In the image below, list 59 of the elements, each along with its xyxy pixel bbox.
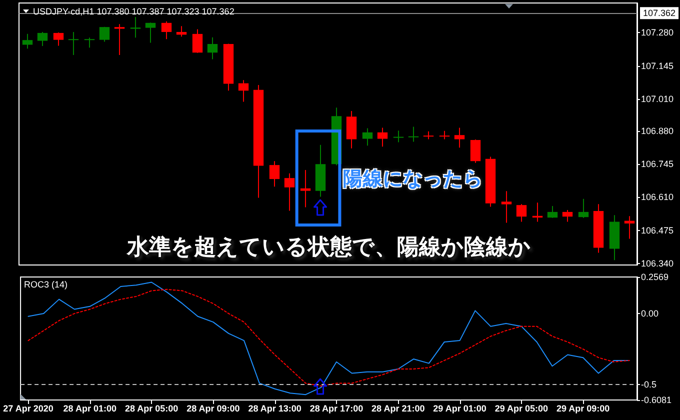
x-tick-label: 29 Apr 01:00 xyxy=(433,404,486,414)
x-tick-label: 28 Apr 21:00 xyxy=(372,404,425,414)
x-tick-label: 28 Apr 17:00 xyxy=(310,404,364,414)
candlestick xyxy=(84,37,95,48)
candlestick xyxy=(362,128,373,146)
candlestick xyxy=(145,22,156,44)
candlestick xyxy=(238,80,249,102)
candlestick xyxy=(99,26,110,42)
candlestick xyxy=(114,24,125,56)
x-tick-label: 28 Apr 09:00 xyxy=(186,404,240,414)
y-tick-label: -0.5 xyxy=(641,380,657,390)
candlestick xyxy=(547,206,558,218)
ref-line-label: 107.362 xyxy=(643,8,676,18)
y-tick-label: 106.880 xyxy=(641,126,674,136)
candlestick xyxy=(578,198,589,218)
chart-title: ROC3 (14) xyxy=(24,280,68,290)
candlestick xyxy=(207,36,218,60)
candlestick xyxy=(377,127,388,148)
y-tick-label: -0.6081 xyxy=(641,395,672,405)
candlestick xyxy=(393,130,404,143)
candlestick xyxy=(37,31,48,46)
candlestick xyxy=(68,31,79,56)
y-tick-label: 107.280 xyxy=(641,28,674,38)
candlestick xyxy=(516,204,527,222)
x-tick-label: 28 Apr 01:00 xyxy=(63,404,116,414)
candlestick xyxy=(22,33,33,50)
y-tick-label: 0.00 xyxy=(641,308,659,319)
candlestick xyxy=(439,130,450,140)
candlestick xyxy=(470,139,481,164)
annotation: 陽線になったら xyxy=(343,167,483,190)
candlestick xyxy=(192,28,203,54)
candlestick xyxy=(130,16,141,38)
candlestick xyxy=(53,32,64,46)
x-tick-label: 28 Apr 13:00 xyxy=(248,404,302,414)
candlestick xyxy=(423,130,434,140)
y-tick-label: 106.745 xyxy=(641,159,674,170)
y-tick-label: 107.010 xyxy=(641,94,674,104)
candlestick xyxy=(624,216,635,240)
y-tick-label: 106.610 xyxy=(641,192,674,202)
candlestick xyxy=(176,26,187,38)
annotation: 水準を超えている状態で、陽線か陰線か xyxy=(127,235,531,260)
candlestick xyxy=(562,209,573,222)
y-tick-label: 106.340 xyxy=(641,258,674,268)
x-tick-label: 29 Apr 05:00 xyxy=(494,404,548,414)
y-tick-label: 107.145 xyxy=(641,60,674,71)
y-tick-label: 106.475 xyxy=(641,225,674,236)
candlestick xyxy=(346,110,357,149)
candlestick xyxy=(408,126,419,142)
chart-title: USDJPY-cd,H1 107.380 107.387 107.323 107.362 xyxy=(33,6,234,16)
y-tick-label: 0.2569 xyxy=(641,272,669,282)
x-tick-label: 27 Apr 2020 xyxy=(3,404,54,414)
x-tick-label: 28 Apr 05:00 xyxy=(124,404,178,414)
candlestick xyxy=(501,190,512,224)
candlestick xyxy=(269,160,280,188)
x-tick-label: 29 Apr 09:00 xyxy=(556,404,610,414)
candlestick xyxy=(161,20,172,40)
candlestick xyxy=(284,172,295,212)
candlestick xyxy=(300,169,311,208)
candlestick xyxy=(454,127,465,148)
